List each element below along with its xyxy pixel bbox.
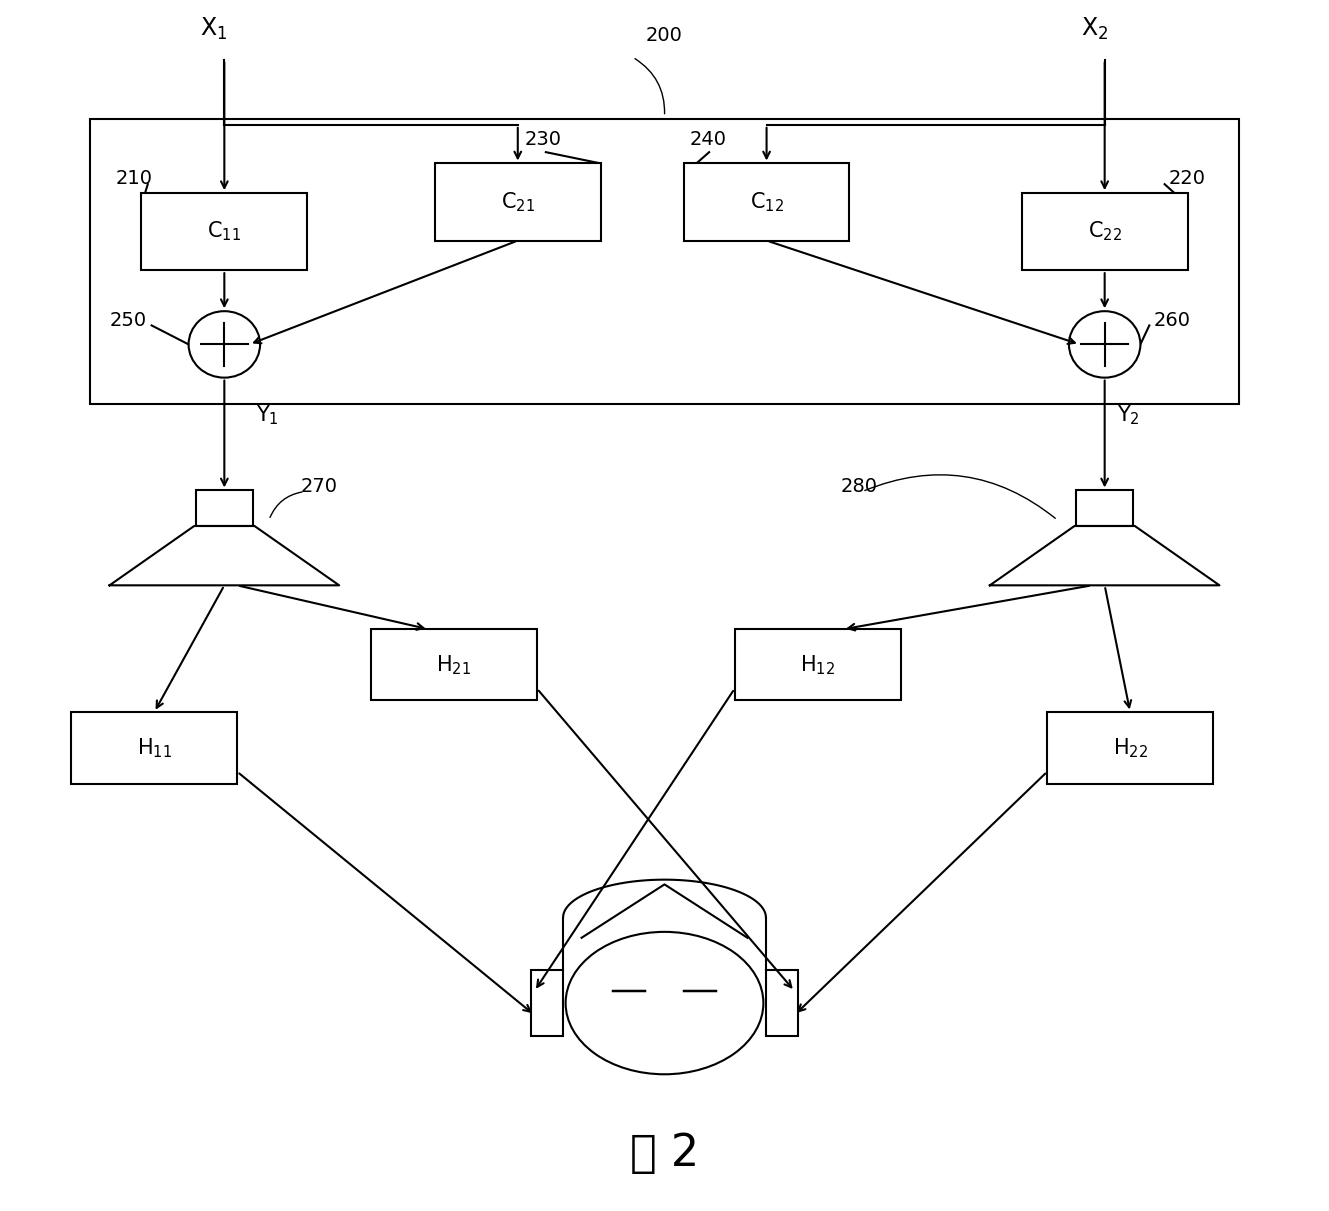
Text: C$_{11}$: C$_{11}$ (207, 220, 242, 243)
Text: C$_{22}$: C$_{22}$ (1087, 220, 1122, 243)
FancyBboxPatch shape (72, 712, 237, 784)
Text: 280: 280 (840, 477, 877, 497)
Text: C$_{12}$: C$_{12}$ (750, 190, 784, 214)
Text: H$_{21}$: H$_{21}$ (436, 653, 472, 677)
FancyBboxPatch shape (371, 630, 537, 700)
FancyBboxPatch shape (1047, 712, 1213, 784)
Text: H$_{11}$: H$_{11}$ (137, 736, 171, 759)
Text: Y$_1$: Y$_1$ (256, 403, 279, 427)
FancyBboxPatch shape (141, 193, 307, 270)
Text: H$_{22}$: H$_{22}$ (1112, 736, 1148, 759)
Ellipse shape (566, 932, 763, 1074)
Circle shape (189, 311, 260, 378)
Text: H$_{12}$: H$_{12}$ (800, 653, 835, 677)
Text: X$_2$: X$_2$ (1080, 16, 1108, 41)
Text: 240: 240 (690, 130, 727, 149)
Text: X$_1$: X$_1$ (201, 16, 227, 41)
FancyBboxPatch shape (435, 163, 601, 241)
Text: 270: 270 (300, 477, 338, 497)
Text: 200: 200 (646, 27, 683, 45)
Text: 220: 220 (1168, 168, 1205, 188)
Circle shape (1069, 311, 1140, 378)
FancyBboxPatch shape (532, 970, 563, 1035)
Text: Y$_2$: Y$_2$ (1118, 403, 1140, 427)
Text: 210: 210 (116, 168, 153, 188)
Text: 250: 250 (109, 311, 146, 331)
FancyBboxPatch shape (90, 119, 1239, 403)
FancyBboxPatch shape (735, 630, 901, 700)
FancyBboxPatch shape (683, 163, 849, 241)
Text: C$_{21}$: C$_{21}$ (501, 190, 534, 214)
FancyBboxPatch shape (1076, 490, 1134, 526)
Text: 230: 230 (524, 130, 561, 149)
FancyBboxPatch shape (766, 970, 797, 1035)
FancyBboxPatch shape (195, 490, 253, 526)
Text: 图 2: 图 2 (630, 1132, 699, 1176)
Text: 260: 260 (1154, 311, 1191, 331)
FancyBboxPatch shape (1022, 193, 1188, 270)
